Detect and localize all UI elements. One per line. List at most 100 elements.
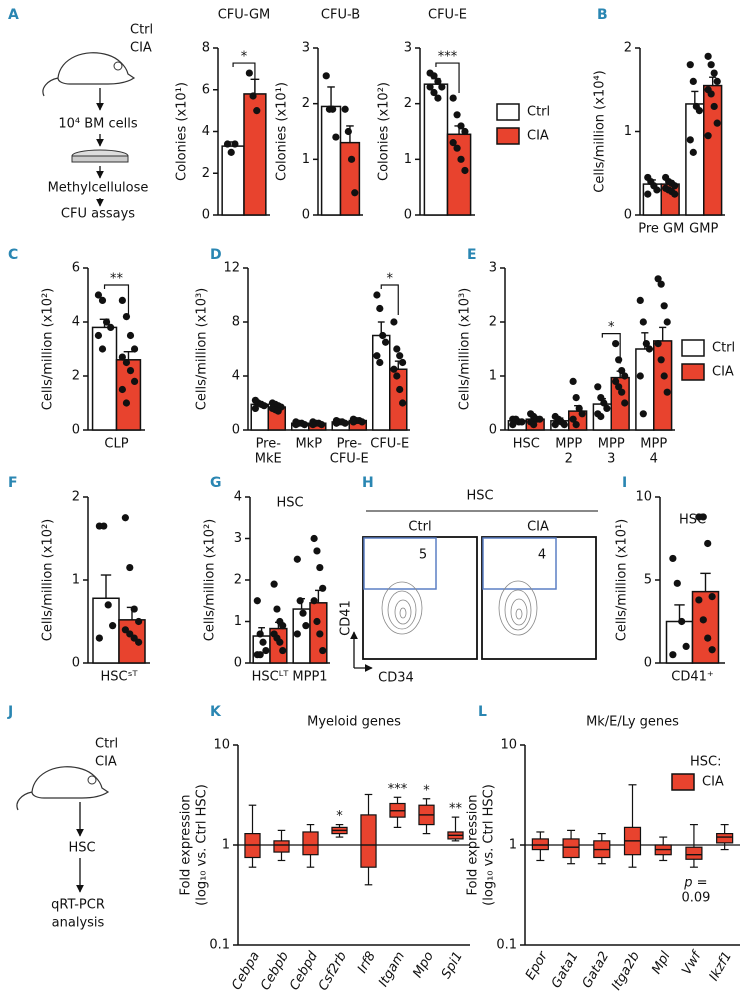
data-point (621, 399, 629, 407)
data-point (457, 122, 465, 130)
x-tick-label: HSC (513, 437, 540, 452)
significance-bracket (232, 62, 256, 94)
data-point (449, 139, 457, 147)
data-point (695, 596, 703, 604)
data-point (317, 421, 326, 429)
data-point (639, 410, 647, 418)
y-axis-label: Colonies (x10¹) (175, 82, 190, 181)
data-point (644, 190, 652, 198)
data-point (457, 155, 465, 163)
data-point (347, 155, 356, 163)
data-point (430, 72, 438, 80)
bar (371, 334, 391, 431)
data-point (322, 72, 330, 80)
x-tick-label: Vwf (679, 947, 705, 977)
x-tick-label: Irf8 (355, 949, 379, 976)
data-point (551, 421, 559, 429)
flow-panel: HSC Ctrl CIA 5 4 CD41 CD34 (339, 489, 598, 686)
mouse-ear (113, 61, 123, 71)
data-point (121, 514, 129, 522)
step-label: analysis (52, 916, 105, 931)
mouse-ear (87, 775, 97, 785)
data-point (253, 597, 261, 605)
data-point (310, 534, 318, 543)
y-tick-label: 10 (500, 738, 517, 753)
x-tick-label: Gata2 (580, 949, 613, 991)
data-point (594, 383, 602, 391)
data-point (396, 352, 404, 360)
group-label: CIA (130, 41, 152, 56)
panel-label: H (362, 475, 374, 491)
data-point (671, 182, 679, 190)
x-tick-label: Epor (523, 948, 552, 983)
data-point (704, 539, 712, 548)
x-tick-label: CD41⁺ (671, 670, 714, 685)
significance-label: * (608, 320, 615, 335)
y-tick-label: 0.1 (496, 938, 517, 953)
y-axis-label: Cells/million (x10⁴) (593, 70, 608, 192)
step-label: HSC (68, 841, 95, 856)
bar (91, 326, 118, 431)
data-point (575, 404, 583, 412)
data-point (130, 377, 139, 385)
data-point (660, 302, 668, 310)
bar (423, 83, 449, 216)
y-axis-label: Colonies (x10²) (377, 82, 392, 181)
data-point (293, 630, 301, 638)
x-tick-label: Pre GM (638, 222, 684, 237)
data-point (636, 296, 644, 304)
legend-label: CIA (527, 129, 549, 144)
data-point (376, 304, 384, 313)
data-point (122, 399, 131, 407)
data-point (569, 415, 577, 423)
x-tick-label: 4 (650, 452, 658, 467)
data-point (379, 331, 387, 340)
significance-bracket (435, 62, 460, 94)
data-point (376, 358, 384, 367)
y-tick-label: 2 (302, 96, 310, 111)
x-tick-label: MPP (598, 437, 625, 452)
significance-label: * (336, 809, 343, 824)
y-tick-label: 12 (223, 261, 240, 276)
data-point (682, 642, 690, 651)
data-point (645, 345, 653, 353)
data-point (612, 377, 620, 385)
x-tick-label: HSCˢᵀ (101, 670, 139, 685)
annotation: 0.09 (681, 891, 710, 906)
gate (363, 537, 437, 590)
x-tick-label: GMP (689, 222, 718, 237)
x-tick-label: Spi1 (439, 949, 466, 981)
data-point (299, 609, 307, 617)
x-tick-label: Csf2rb (316, 949, 350, 991)
panel-label: G (210, 475, 222, 491)
y-tick-label: 10 (213, 738, 230, 753)
data-point (569, 377, 577, 385)
data-point (639, 318, 647, 326)
data-point (699, 513, 707, 521)
data-point (256, 651, 264, 659)
data-point (695, 107, 703, 115)
data-point (309, 421, 317, 429)
y-tick-label: 1 (404, 152, 412, 167)
legend-label: CIA (702, 775, 724, 790)
panel-label: F (8, 475, 18, 491)
data-point (130, 605, 138, 613)
data-point (597, 394, 605, 402)
bar (221, 145, 245, 216)
data-point (654, 340, 662, 348)
data-point (453, 144, 461, 152)
data-point (453, 111, 461, 119)
data-point (262, 646, 270, 655)
mouse-icon (42, 52, 136, 97)
chart-title: Myeloid genes (307, 715, 401, 730)
data-point (669, 554, 677, 563)
bar (685, 103, 705, 216)
data-point (398, 399, 407, 407)
data-point (316, 630, 324, 638)
data-point (699, 616, 707, 624)
x-tick-label: 3 (607, 452, 615, 467)
data-point (430, 88, 438, 97)
data-point (302, 622, 310, 630)
data-point (669, 651, 677, 659)
data-point (135, 638, 143, 646)
